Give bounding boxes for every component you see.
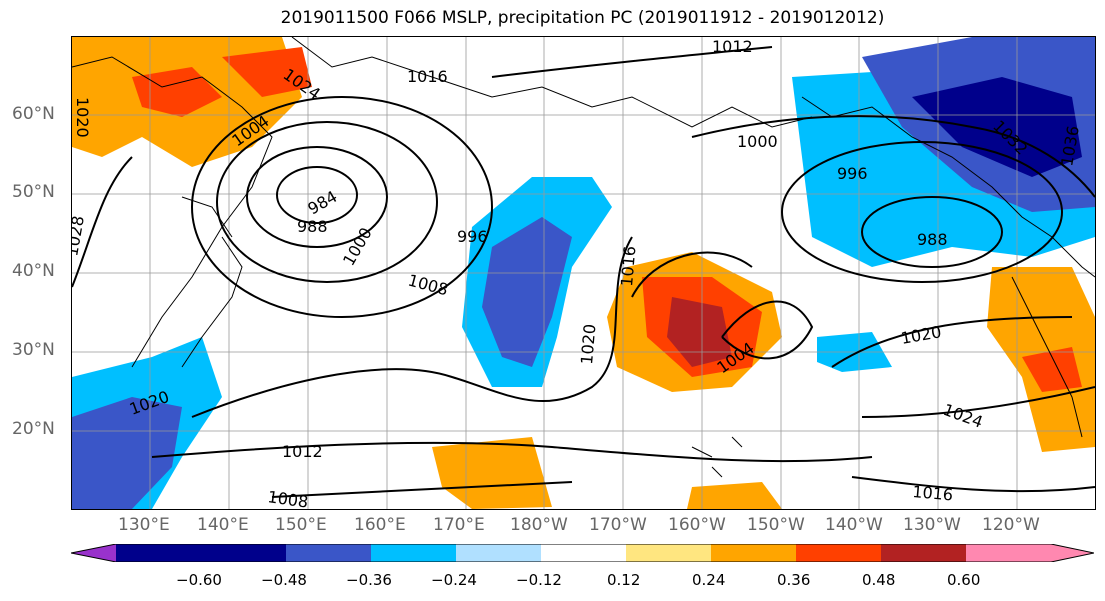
- colorbar: [70, 543, 1095, 563]
- colorbar-segment: [966, 544, 1051, 562]
- colorbar-segment: [201, 544, 286, 562]
- graticule: [72, 37, 1095, 509]
- isobar-label: 1008: [406, 271, 450, 300]
- lat-label-60n: 60°N: [12, 104, 55, 124]
- lon-label-140w: 140°W: [825, 515, 883, 535]
- colorbar-segment: [541, 544, 626, 562]
- lon-label-180w: 180°W: [510, 515, 568, 535]
- colorbar-segment: [711, 544, 796, 562]
- colorbar-segment: [286, 544, 371, 562]
- precip-positive-shading: [72, 37, 1095, 509]
- colorbar-tick: 0.12: [607, 571, 641, 589]
- isobar-label: 1016: [617, 245, 639, 287]
- isobar-label: 1016: [407, 67, 448, 86]
- colorbar-segment: [626, 544, 711, 562]
- colorbar-tick: −0.48: [261, 571, 307, 589]
- colorbar-segment: [71, 544, 116, 562]
- isobar-label: 996: [457, 227, 488, 246]
- lat-label-40n: 40°N: [12, 261, 55, 281]
- lon-label-140e: 140°E: [197, 515, 249, 535]
- isobar-label: 1000: [737, 132, 778, 151]
- isobar-label: 996: [837, 164, 868, 183]
- isobar-label: 1020: [73, 97, 92, 138]
- map-panel: 1020 1024 1016 1012 1008 1004 1000 996 9…: [71, 36, 1096, 510]
- isobar-label: 1012: [282, 442, 323, 461]
- map-canvas: 1020 1024 1016 1012 1008 1004 1000 996 9…: [72, 37, 1095, 509]
- colorbar-tick: 0.24: [692, 571, 726, 589]
- isobar-label: 1016: [912, 482, 954, 504]
- colorbar-segment: [116, 544, 201, 562]
- colorbar-segment: [456, 544, 541, 562]
- map-title: 2019011500 F066 MSLP, precipitation PC (…: [280, 8, 885, 28]
- isobar-label: 984: [305, 187, 341, 219]
- colorbar-segment: [1051, 544, 1094, 562]
- isobar-label: 1024: [941, 400, 986, 432]
- lon-label-150w: 150°W: [747, 515, 805, 535]
- lon-label-170w: 170°W: [589, 515, 647, 535]
- lon-label-130w: 130°W: [903, 515, 961, 535]
- colorbar-tick: −0.36: [346, 571, 392, 589]
- isobars: [72, 46, 1095, 498]
- colorbar-tick: −0.60: [176, 571, 222, 589]
- colorbar-tick: 0.48: [862, 571, 896, 589]
- isobar-label: 1020: [577, 323, 599, 365]
- lon-label-130e: 130°E: [118, 515, 170, 535]
- colorbar-tick: −0.24: [431, 571, 477, 589]
- lat-label-30n: 30°N: [12, 340, 55, 360]
- lon-label-150e: 150°E: [275, 515, 327, 535]
- lat-label-50n: 50°N: [12, 182, 55, 202]
- lon-label-160e: 160°E: [354, 515, 406, 535]
- isobar-label: 1020: [899, 322, 942, 348]
- colorbar-tick: 0.36: [777, 571, 811, 589]
- isobar-label: 988: [917, 230, 948, 249]
- isobar-label: 1012: [712, 37, 753, 56]
- isobar-label: 1000: [339, 224, 376, 269]
- colorbar-segment: [881, 544, 966, 562]
- lat-label-20n: 20°N: [12, 419, 55, 439]
- colorbar-segment: [796, 544, 881, 562]
- lon-label-120w: 120°W: [982, 515, 1040, 535]
- isobar-label: 1008: [266, 487, 309, 509]
- isobar-label: 988: [297, 217, 328, 236]
- colorbar-tick: 0.60: [947, 571, 981, 589]
- colorbar-segment: [371, 544, 456, 562]
- lon-label-160w: 160°W: [668, 515, 726, 535]
- lon-label-170e: 170°E: [433, 515, 485, 535]
- colorbar-tick: −0.12: [516, 571, 562, 589]
- colorbar-svg: [70, 543, 1095, 563]
